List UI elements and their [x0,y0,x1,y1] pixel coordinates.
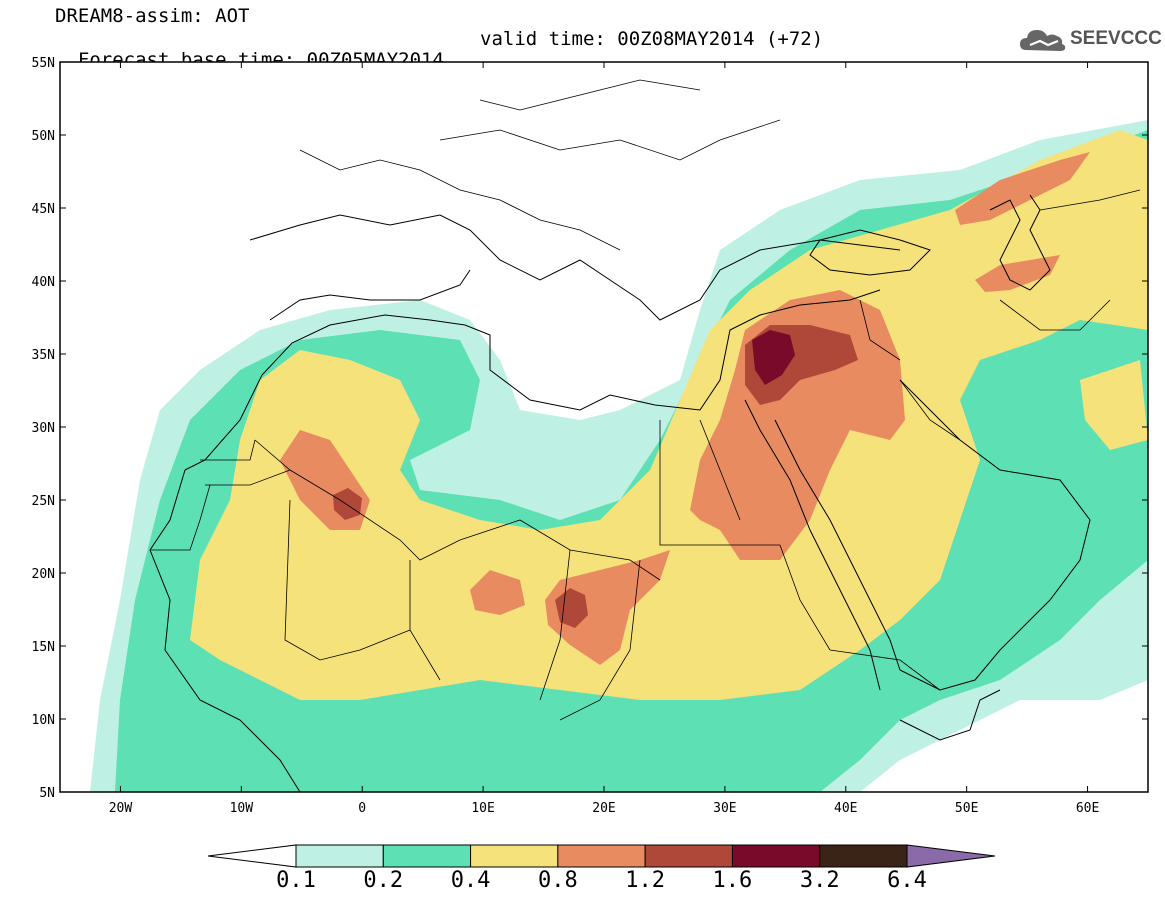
colorbar-segment [644,844,733,868]
colorbar-segment [557,844,646,868]
colorbar-arrow-low [207,844,297,868]
lat-label: 25N [32,494,55,509]
aot-contour-1.6-levant [752,330,795,385]
colorbar-label: 0.8 [537,868,578,893]
lat-label: 15N [32,640,55,655]
country-borders [150,79,1141,721]
lon-label: 30E [713,801,736,816]
lon-label: 10W [230,801,254,816]
lon-label: 0 [358,801,366,816]
colorbar-segment [382,844,472,868]
lon-label: 10E [471,801,494,816]
lon-label: 20W [109,801,133,816]
colorbar-segment [819,844,908,868]
aot-contour-0.8-caspian-south [975,255,1060,292]
colorbar-label: 0.4 [450,868,491,893]
aot-contour-1.2-chad [555,588,588,628]
colorbar-label: 0.1 [276,868,316,893]
colorbar-label: 6.4 [887,868,927,893]
coastlines-and-borders [149,79,1141,792]
aot-contour-1.2-west [333,488,362,520]
seevccc-logo: SEEVCCC [1018,22,1162,58]
colorbar-arrow-high [906,844,996,868]
lat-label: 30N [32,421,55,436]
lon-label: 20E [592,801,615,816]
colorbar-segment [731,844,821,868]
colorbar [207,844,996,868]
coastline-red-sea-arabia [744,379,1091,691]
lon-label: 40E [834,801,857,816]
aot-contour-0.4 [190,130,1148,700]
cloud-icon [1020,30,1066,51]
lon-label: 50E [955,801,978,816]
coastline-caspian [989,194,1051,291]
coastline-black-sea [809,229,931,276]
lat-label: 5N [39,786,55,801]
aot-field [90,120,1148,792]
aot-contour-0.4-b [1080,360,1148,450]
colorbar-segment [470,844,559,868]
lat-label: 10N [32,713,55,728]
logo-text: SEEVCCC [1070,28,1162,49]
coastline-east-africa [899,689,1001,741]
map-title: DREAM8-assim: AOT [55,5,250,27]
lat-label: 20N [32,567,55,582]
longitude-ticks: 20W 10W 0 10E 20E 30E 40E 50E 60E [109,62,1099,816]
valid-time: valid time: 00Z08MAY2014 (+72) [480,28,824,50]
coastline-west-africa-europe [149,289,881,792]
lon-label: 60E [1076,801,1099,816]
aot-contour-0.8-chad [545,550,670,665]
aot-contour-0.8-caspian [955,152,1090,225]
lat-label: 55N [32,56,55,71]
colorbar-label: 3.2 [799,868,840,893]
colorbar-segment [295,844,384,868]
coastline-europe [249,214,901,321]
lat-label: 40N [32,275,55,290]
lat-label: 50N [32,129,55,144]
lat-label: 35N [32,348,55,363]
colorbar-label: 1.2 [625,868,666,893]
aot-contour-0.8-sahara [470,570,525,615]
colorbar-label: 0.2 [363,868,404,893]
lat-label: 45N [32,202,55,217]
colorbar-label: 1.6 [712,868,753,893]
latitude-ticks: 55N 50N 45N 40N 35N 30N 25N 20N 15N 10N 5N [32,56,1148,801]
